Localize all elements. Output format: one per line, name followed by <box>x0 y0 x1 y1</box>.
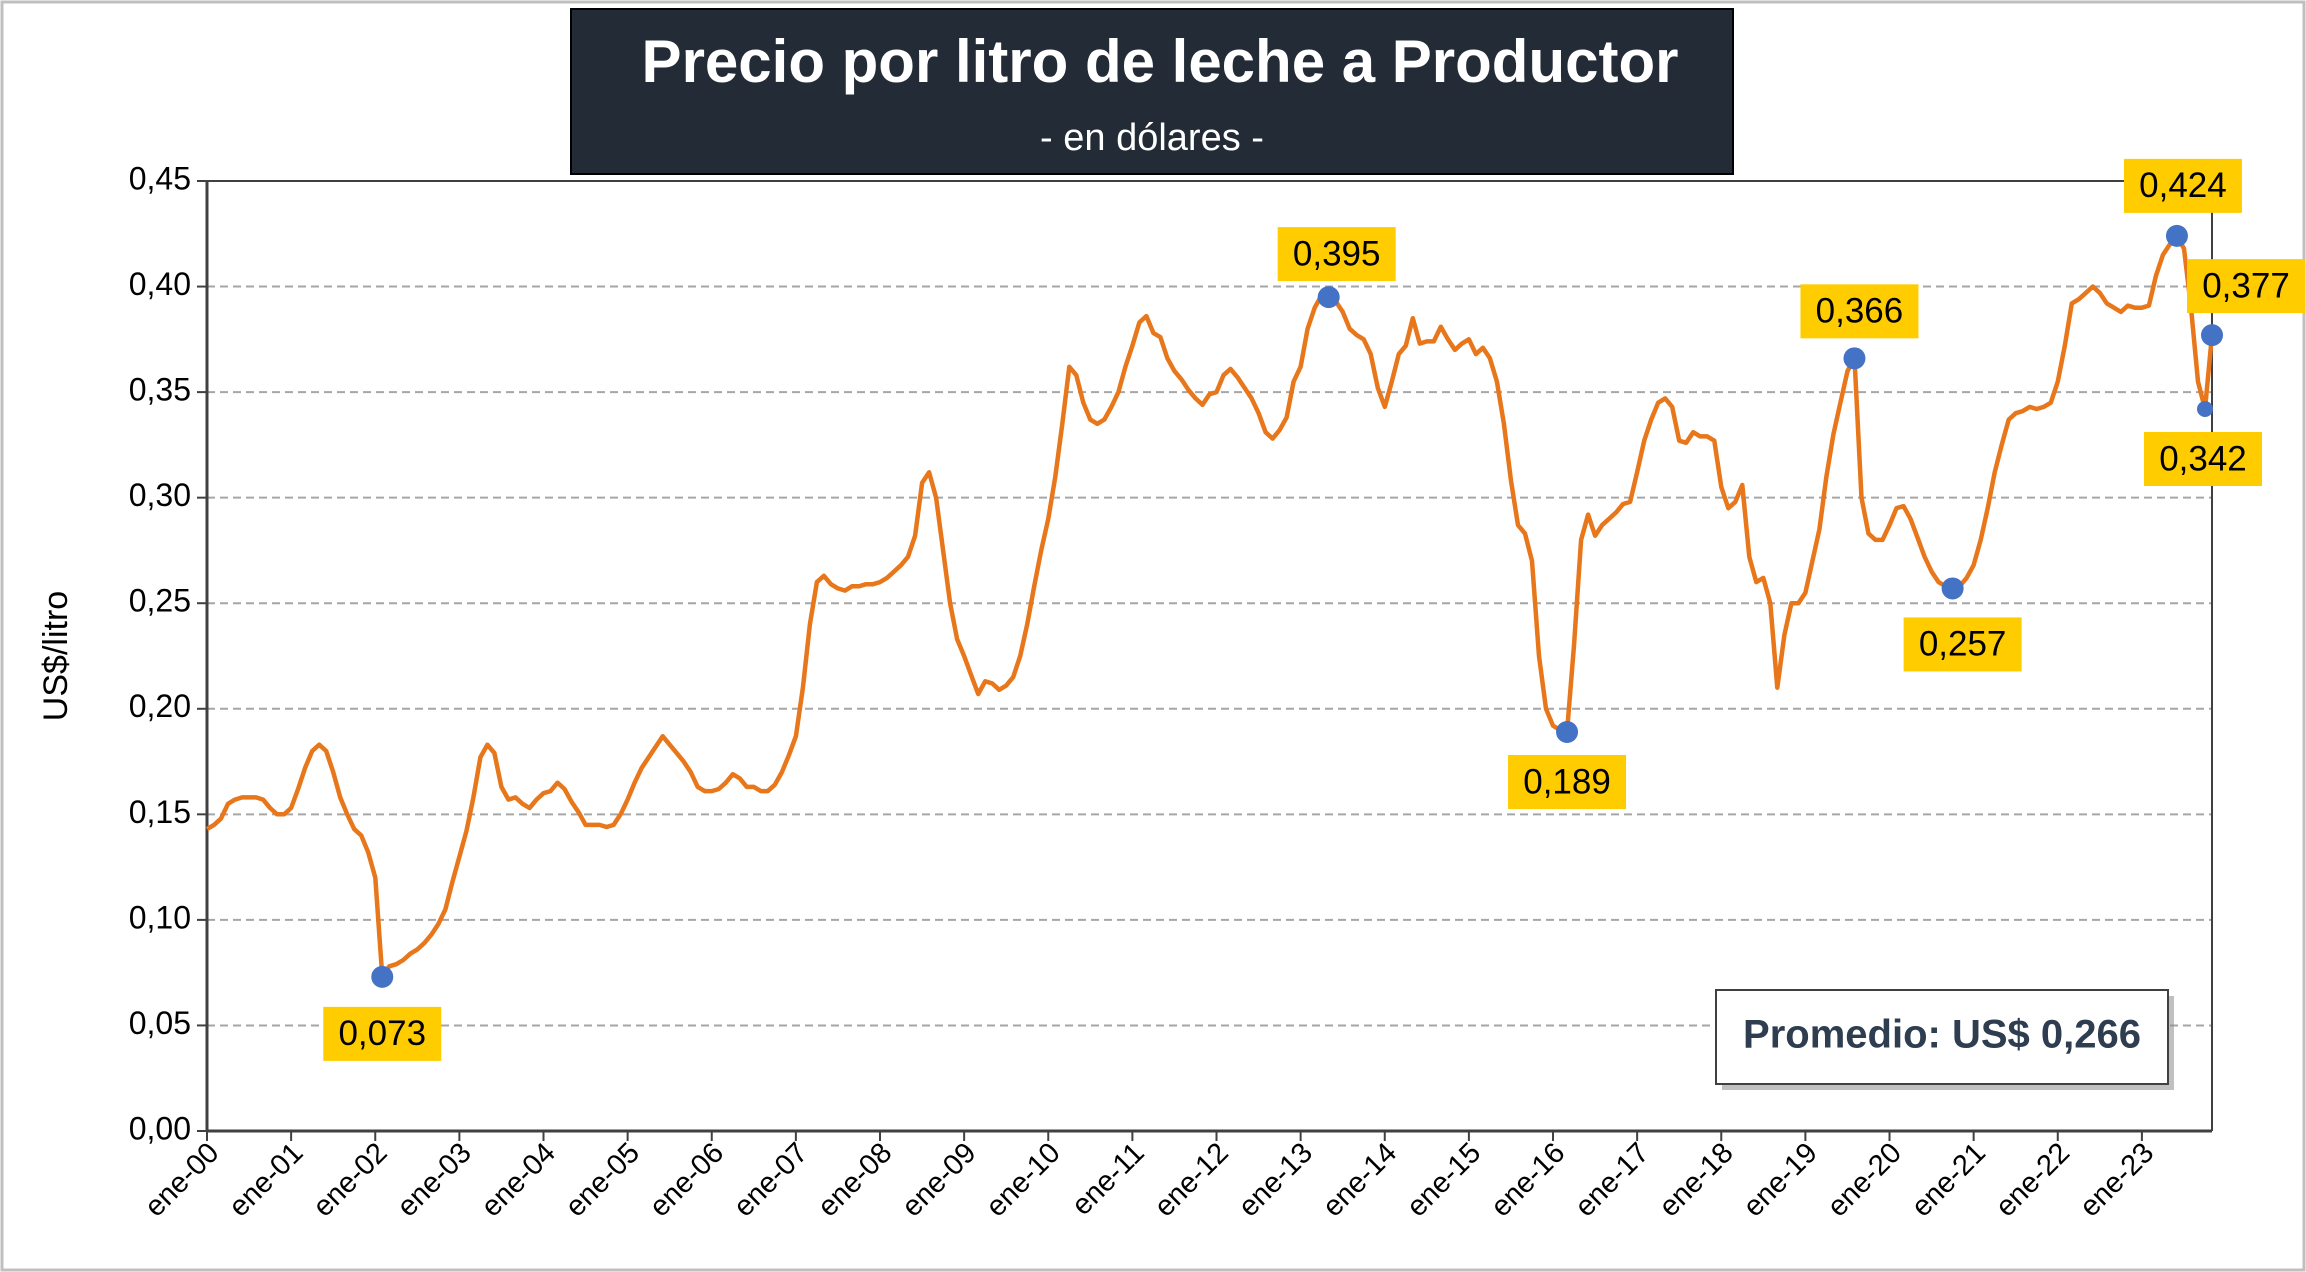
y-tick-label: 0,05 <box>129 1005 191 1041</box>
value-label: 0,073 <box>338 1014 426 1053</box>
chart-subtitle: - en dólares - <box>1040 117 1264 159</box>
y-tick-label: 0,20 <box>129 688 191 724</box>
value-label-box <box>2123 158 2242 213</box>
chart-title: Precio por litro de leche a Productor <box>642 28 1679 95</box>
annotation-box <box>1715 989 2169 1085</box>
highlight-point <box>1941 577 1964 600</box>
annotation: Promedio: US$ 0,266 <box>1743 1013 2141 1057</box>
value-label: 0,424 <box>2139 166 2227 205</box>
y-tick-label: 0,25 <box>129 583 191 619</box>
highlight-point <box>1556 721 1579 743</box>
value-label: 0,395 <box>1293 234 1381 273</box>
y-tick-label: 0,30 <box>129 477 191 513</box>
highlight-point <box>1843 347 1866 370</box>
y-tick-label: 0,10 <box>129 899 191 935</box>
value-label: 0,189 <box>1523 762 1611 801</box>
y-tick-label: 0,40 <box>129 266 191 302</box>
price-line <box>205 233 2215 980</box>
y-tick-label: 0,45 <box>129 160 191 196</box>
value-label-box <box>2187 259 2305 314</box>
value-label-box <box>1903 617 2022 672</box>
y-tick-label: 0,35 <box>129 372 191 408</box>
title-box <box>570 8 1734 175</box>
value-label-box <box>1277 227 1396 282</box>
highlight-point <box>371 965 394 988</box>
value-label: 0,342 <box>2159 439 2247 478</box>
value-label: 0,366 <box>1816 292 1904 331</box>
value-label: 0,377 <box>2202 266 2290 305</box>
value-label: 0,257 <box>1919 625 2007 664</box>
value-label-box <box>1800 284 1919 339</box>
highlight-point <box>2196 401 2213 417</box>
y-axis-label: US$/litro <box>37 591 75 721</box>
value-label-box <box>2143 432 2262 486</box>
y-tick-label: 0,00 <box>129 1110 191 1146</box>
highlight-point <box>2165 224 2188 247</box>
value-label-box <box>1508 755 1627 809</box>
value-label-box <box>323 1006 442 1061</box>
highlight-point <box>2201 324 2223 347</box>
y-tick-label: 0,15 <box>129 794 191 830</box>
highlight-point <box>1317 286 1340 309</box>
